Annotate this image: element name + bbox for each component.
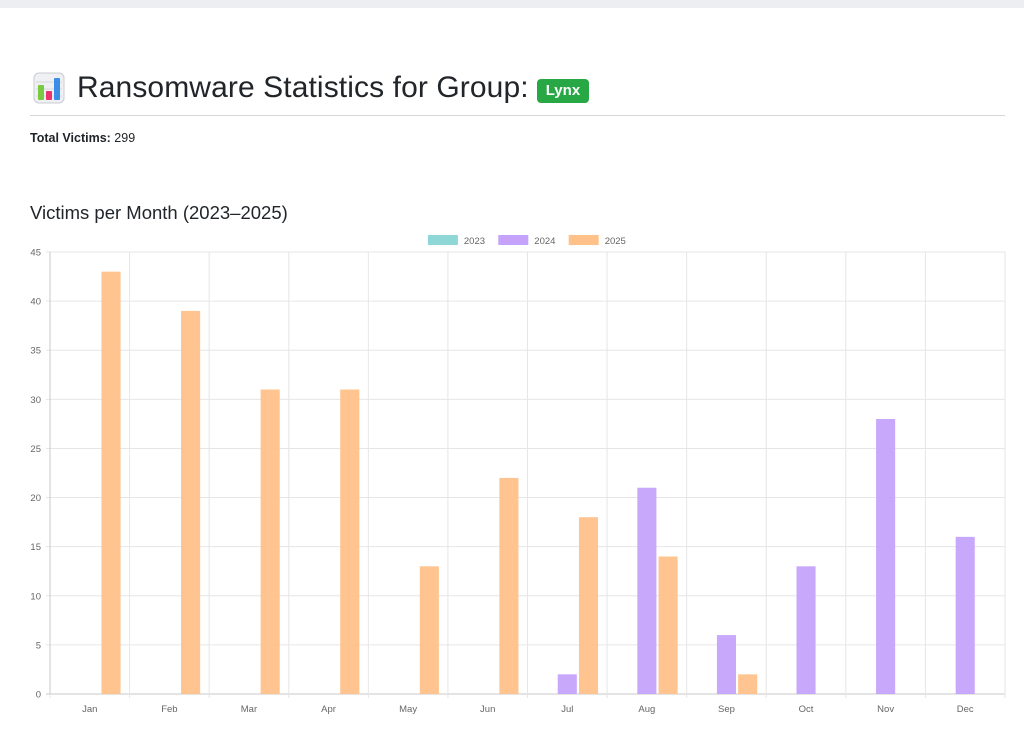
bar-2024-oct bbox=[796, 566, 816, 694]
bar-chart-icon bbox=[33, 72, 65, 104]
bar-2025-sep bbox=[738, 674, 758, 694]
x-tick-label: Aug bbox=[638, 704, 655, 715]
x-tick-label: Sep bbox=[718, 704, 735, 715]
bar-2024-dec bbox=[955, 536, 975, 694]
bar-2025-jan bbox=[101, 271, 121, 694]
group-badge: Lynx bbox=[536, 79, 590, 103]
y-tick-label: 30 bbox=[30, 395, 41, 406]
bar-2024-aug bbox=[637, 487, 657, 694]
bar-2024-sep bbox=[716, 635, 737, 694]
chart-section-title: Victims per Month (2023–2025) bbox=[30, 202, 288, 223]
legend-swatch-2025 bbox=[568, 235, 599, 245]
y-tick-label: 25 bbox=[30, 444, 41, 455]
bar-2025-apr bbox=[340, 389, 360, 694]
y-tick-label: 5 bbox=[36, 640, 41, 651]
bar-2025-may bbox=[419, 566, 439, 694]
y-tick-label: 35 bbox=[30, 346, 41, 357]
x-tick-label: Mar bbox=[241, 704, 257, 715]
page-header: Ransomware Statistics for Group: Lynx bbox=[33, 70, 590, 106]
y-tick-label: 20 bbox=[30, 493, 41, 504]
bar-2025-jun bbox=[499, 477, 519, 694]
y-tick-label: 15 bbox=[30, 542, 41, 553]
x-tick-label: Jul bbox=[561, 704, 573, 715]
total-victims-value: 299 bbox=[114, 131, 136, 145]
y-tick-label: 0 bbox=[36, 690, 41, 701]
top-bar bbox=[0, 0, 1024, 8]
bar-2025-aug bbox=[658, 556, 678, 694]
y-tick-label: 45 bbox=[30, 248, 41, 259]
header-divider bbox=[30, 115, 1005, 116]
x-tick-label: Apr bbox=[321, 704, 336, 715]
bar-2024-jul bbox=[557, 674, 577, 694]
x-tick-label: Dec bbox=[957, 704, 974, 715]
x-tick-label: Nov bbox=[877, 704, 894, 715]
bar-2024-nov bbox=[876, 418, 896, 694]
legend-label-2023: 2023 bbox=[464, 236, 485, 247]
legend-swatch-2024 bbox=[498, 235, 529, 245]
legend-label-2025: 2025 bbox=[605, 236, 626, 247]
x-tick-label: Jun bbox=[480, 704, 495, 715]
bar-2025-mar bbox=[260, 389, 280, 694]
y-tick-label: 40 bbox=[30, 297, 41, 308]
total-victims: Total Victims: 299 bbox=[30, 131, 135, 145]
x-tick-label: May bbox=[399, 704, 417, 715]
total-victims-label: Total Victims: bbox=[30, 131, 111, 145]
legend-swatch-2023 bbox=[427, 235, 458, 245]
bar-2025-feb bbox=[181, 310, 201, 694]
x-tick-label: Jan bbox=[82, 704, 97, 715]
x-tick-label: Oct bbox=[799, 704, 814, 715]
y-tick-label: 10 bbox=[30, 591, 41, 602]
bar-2025-jul bbox=[578, 517, 599, 694]
page-title: Ransomware Statistics for Group: bbox=[77, 71, 529, 104]
legend-label-2024: 2024 bbox=[534, 236, 555, 247]
x-tick-label: Feb bbox=[161, 704, 177, 715]
